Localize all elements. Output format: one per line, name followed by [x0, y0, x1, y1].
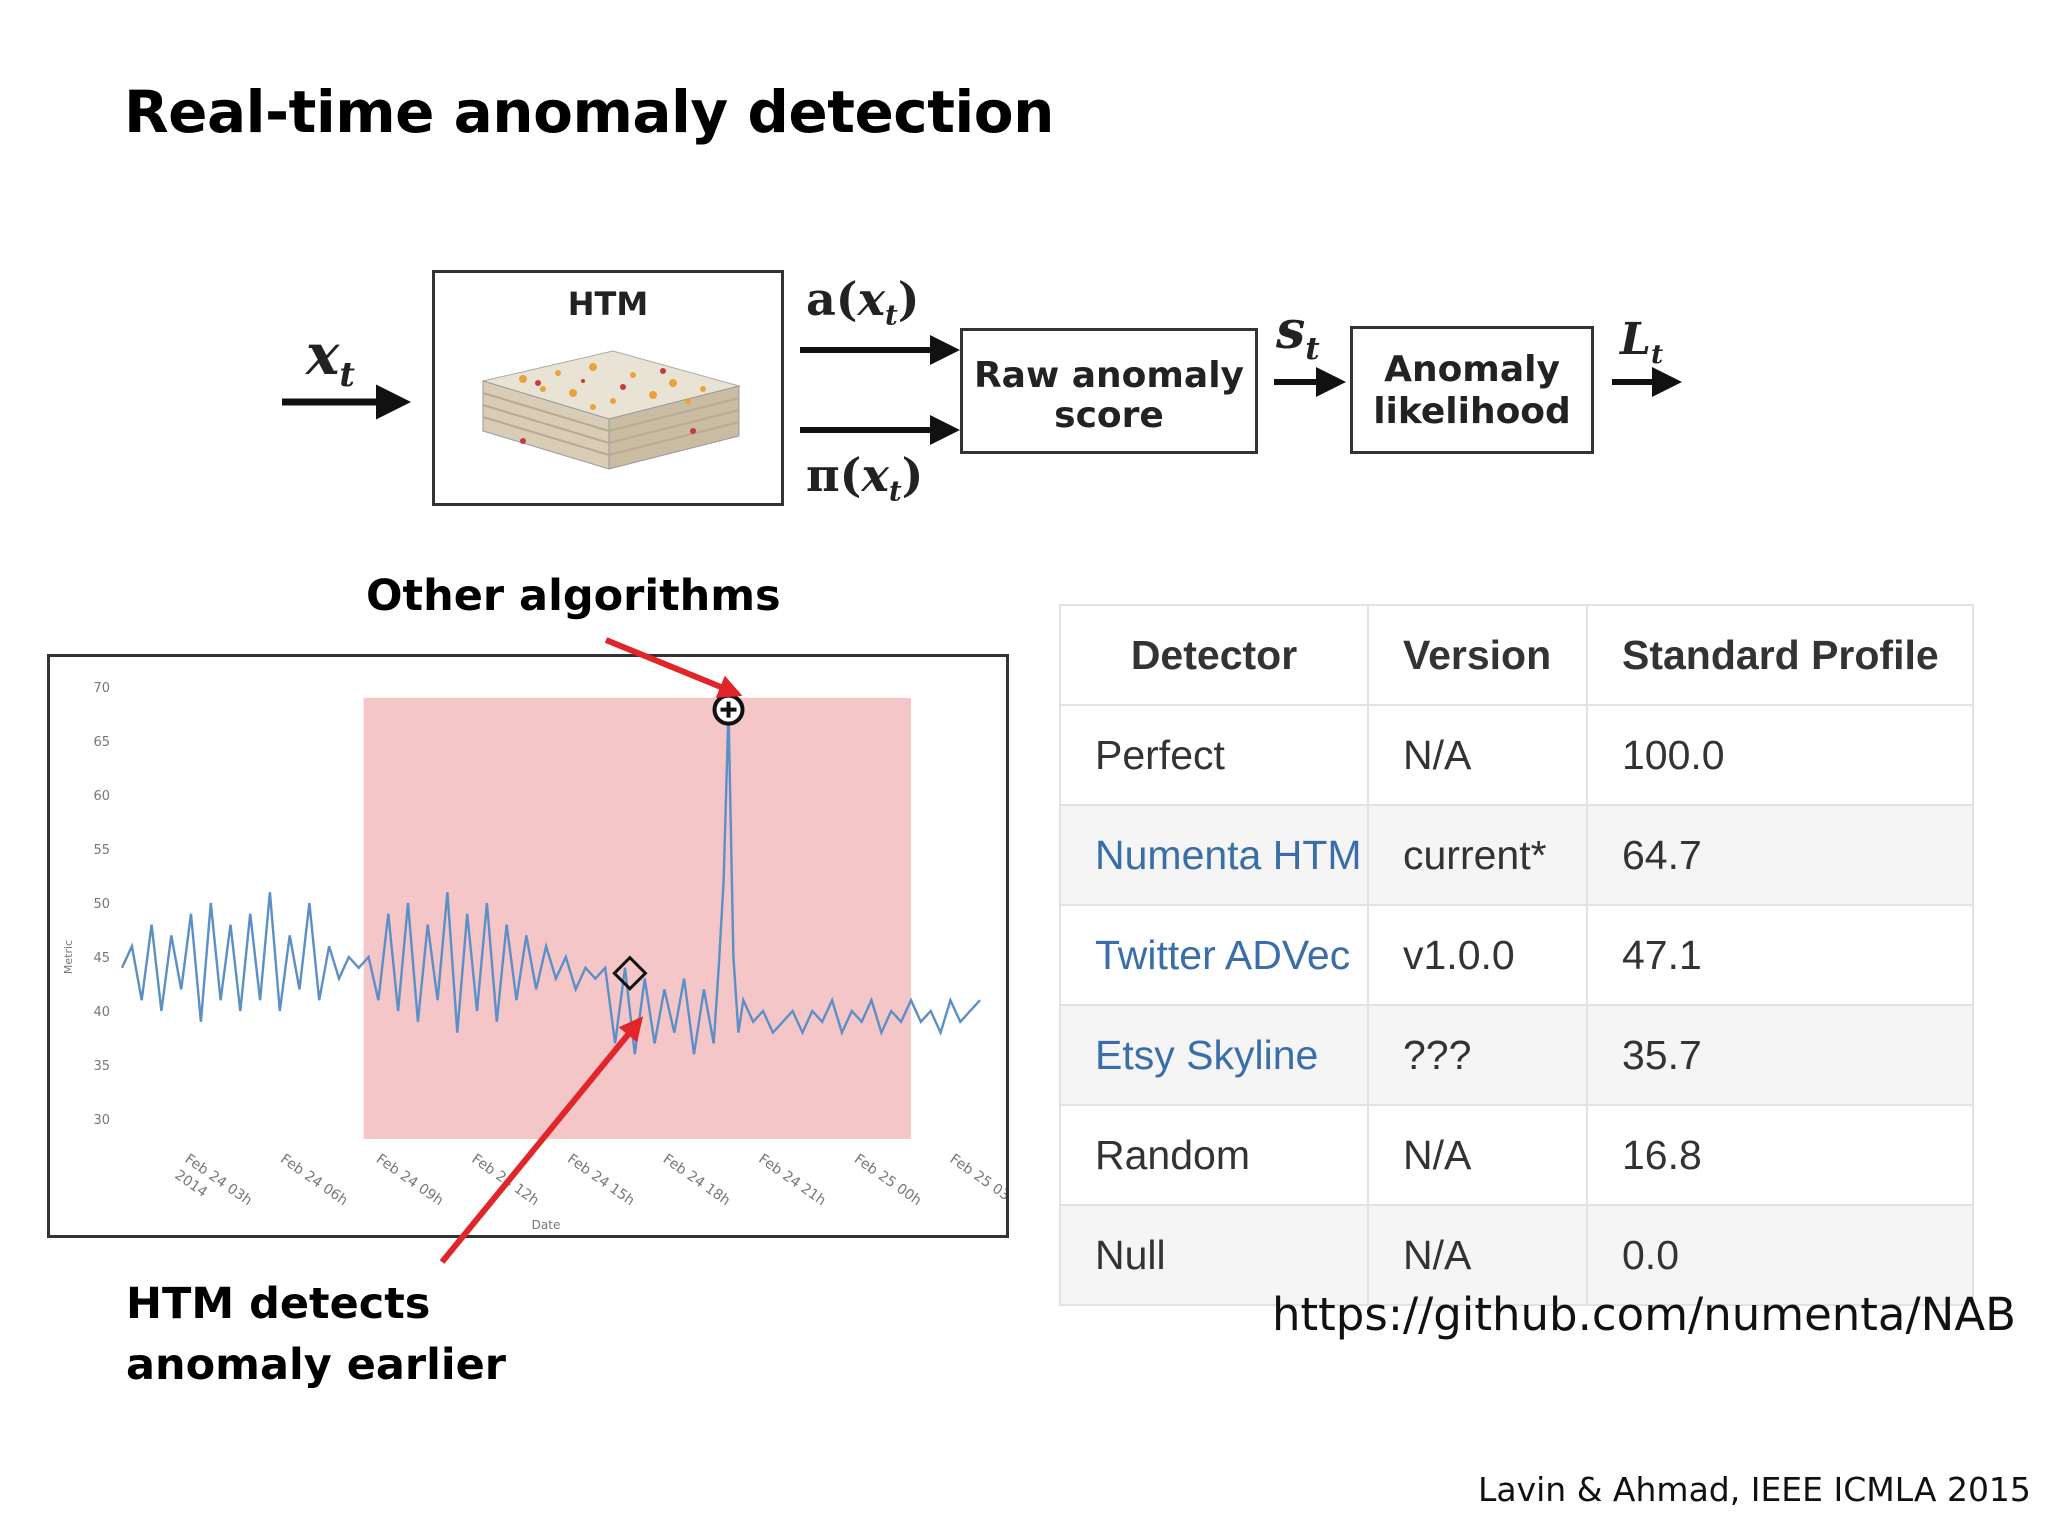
score-cell: 47.1	[1586, 904, 1974, 1006]
score-cell: 35.7	[1586, 1004, 1974, 1106]
y-tick-label: 35	[93, 1059, 110, 1074]
score-cell: 64.7	[1586, 804, 1974, 906]
detector-link[interactable]: Twitter ADVec	[1059, 904, 1369, 1006]
x-tick-label: Feb 24 12h	[469, 1151, 542, 1209]
x-tick-label: Feb 24 18h	[660, 1151, 733, 1209]
slide-title: Real-time anomaly detection	[124, 78, 1054, 146]
table-row: Random N/A 16.8	[1059, 1104, 1974, 1206]
nab-results-table: Detector Version Standard Profile Perfec…	[1059, 604, 1974, 1306]
y-axis-label: Metric	[62, 940, 75, 974]
htm-detects-line2: anomaly earlier	[126, 1340, 506, 1390]
header-version: Version	[1367, 604, 1588, 706]
anomaly-chart-frame: 70 65 60 55 50 45 40 35 30 Feb 24 03h 2014 Feb 24 …	[47, 654, 1009, 1238]
other-detection-plus	[720, 701, 737, 718]
diagram-arrows	[282, 335, 1682, 445]
score-cell: 16.8	[1586, 1104, 1974, 1206]
y-tick-label: 60	[93, 789, 110, 804]
y-tick-label: 30	[93, 1113, 110, 1128]
score-cell: 100.0	[1586, 704, 1974, 806]
x-tick-label: Feb 25 03h	[947, 1151, 1006, 1209]
x-tick-label: Feb 24 15h	[564, 1151, 637, 1209]
htm-detects-line1: HTM detects	[126, 1279, 431, 1329]
metric-series-line	[120, 709, 981, 1055]
table-row: Perfect N/A 100.0	[1059, 704, 1974, 806]
y-tick-label: 45	[93, 951, 110, 966]
detector-link[interactable]: Numenta HTM	[1059, 804, 1369, 906]
header-detector: Detector	[1059, 604, 1369, 706]
nab-github-link[interactable]: https://github.com/numenta/NAB	[1272, 1288, 2016, 1341]
table-row: Twitter ADVec v1.0.0 47.1	[1059, 904, 1974, 1006]
flow-diagram: xt HTM	[0, 0, 2048, 520]
htm-detects-annotation: HTM detects anomaly earlier	[126, 1274, 506, 1396]
x-tick-label: Feb 24 06h	[277, 1151, 350, 1209]
x-tick-label: Feb 24 09h	[373, 1151, 446, 1209]
version-cell: N/A	[1367, 1104, 1588, 1206]
header-standard-profile: Standard Profile	[1586, 604, 1974, 706]
raw-anomaly-score-box: Raw anomaly score	[960, 328, 1258, 454]
s-label: st	[1276, 300, 1320, 367]
htm-detection-marker	[612, 955, 648, 991]
htm-label: HTM	[567, 285, 649, 323]
detector-cell: Null	[1059, 1204, 1369, 1306]
version-cell: ???	[1367, 1004, 1588, 1106]
detector-link[interactable]: Etsy Skyline	[1059, 1004, 1369, 1106]
table-row: Null N/A 0.0	[1059, 1204, 1974, 1306]
table-row: Numenta HTM current* 64.7	[1059, 804, 1974, 906]
y-tick-label: 70	[93, 681, 110, 696]
a-of-x-label: a(xt)	[806, 272, 920, 332]
pi-of-x-label: π(xt)	[806, 448, 924, 508]
table-row: Etsy Skyline ??? 35.7	[1059, 1004, 1974, 1106]
y-tick-label: 40	[93, 1005, 110, 1020]
x-tick-label: Feb 24 21h	[755, 1151, 828, 1209]
version-cell: N/A	[1367, 1204, 1588, 1306]
y-tick-label: 65	[93, 735, 110, 750]
detector-cell: Random	[1059, 1104, 1369, 1206]
y-tick-labels: 70 65 60 55 50 45 40 35 30	[93, 681, 110, 1128]
other-algorithms-annotation: Other algorithms	[366, 571, 781, 621]
anomaly-likelihood-box: Anomaly likelihood	[1350, 326, 1594, 454]
citation: Lavin & Ahmad, IEEE ICMLA 2015	[1478, 1470, 2031, 1509]
likelihood-box-line1: Anomaly	[1384, 349, 1560, 390]
raw-box-line1: Raw anomaly	[973, 355, 1245, 396]
likelihood-output-label: Lt	[1620, 314, 1664, 371]
raw-box-line2: score	[1054, 395, 1164, 436]
version-cell: current*	[1367, 804, 1588, 906]
likelihood-box-line2: likelihood	[1373, 391, 1571, 432]
y-tick-label: 50	[93, 897, 110, 912]
y-tick-label: 55	[93, 843, 110, 858]
table-header-row: Detector Version Standard Profile	[1059, 604, 1974, 706]
version-cell: N/A	[1367, 704, 1588, 806]
input-symbol: xt	[306, 322, 355, 394]
version-cell: v1.0.0	[1367, 904, 1588, 1006]
detector-cell: Perfect	[1059, 704, 1369, 806]
htm-cortex-icon	[481, 350, 741, 470]
score-cell: 0.0	[1586, 1204, 1974, 1306]
x-axis-label: Date	[532, 1218, 561, 1232]
htm-box: HTM	[432, 270, 784, 506]
x-tick-label: Feb 25 00h	[851, 1151, 924, 1209]
